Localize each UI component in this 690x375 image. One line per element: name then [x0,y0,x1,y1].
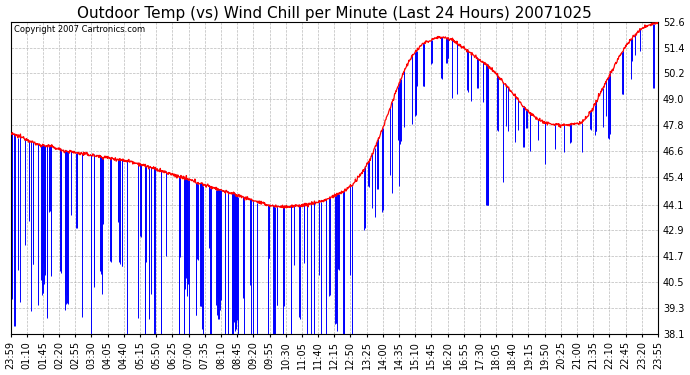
Title: Outdoor Temp (vs) Wind Chill per Minute (Last 24 Hours) 20071025: Outdoor Temp (vs) Wind Chill per Minute … [77,6,591,21]
Text: Copyright 2007 Cartronics.com: Copyright 2007 Cartronics.com [14,25,145,34]
